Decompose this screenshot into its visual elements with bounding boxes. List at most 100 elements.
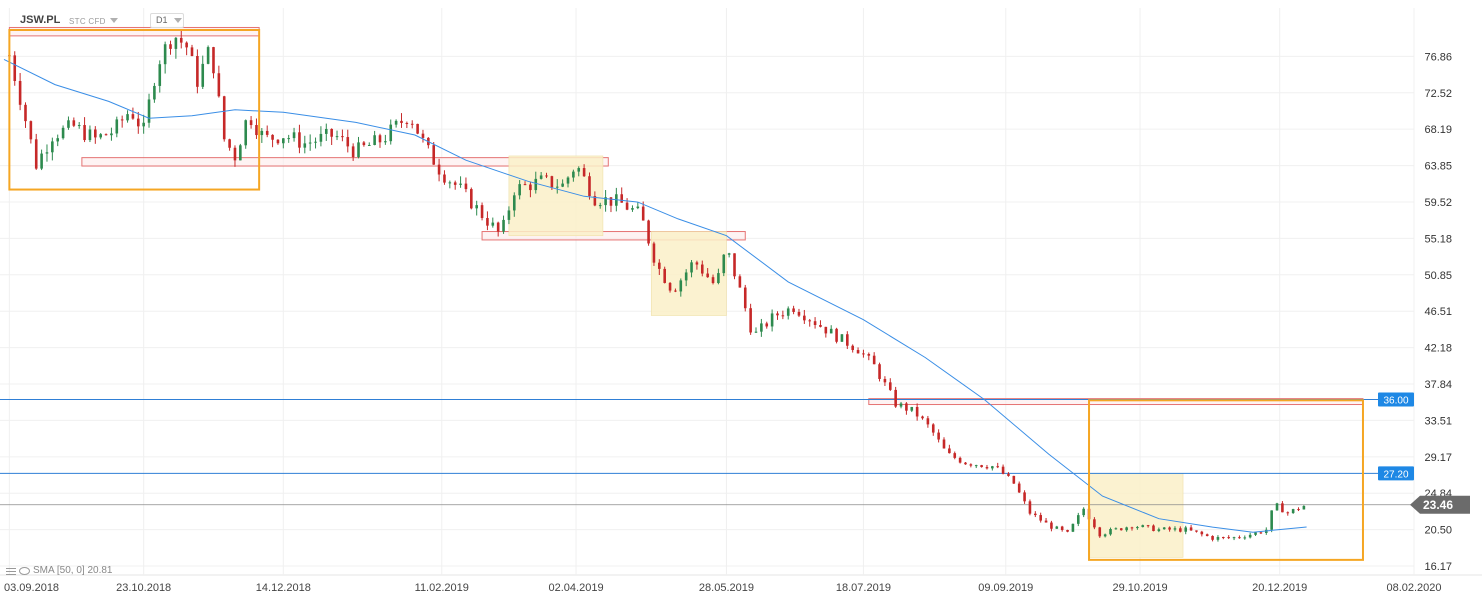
candle bbox=[437, 158, 441, 182]
candle bbox=[249, 116, 253, 129]
candle bbox=[915, 403, 919, 421]
x-tick-label: 28.05.2019 bbox=[699, 582, 754, 594]
resistance-zone bbox=[81, 157, 609, 167]
candle bbox=[888, 378, 892, 391]
candle-body bbox=[233, 147, 237, 161]
candle bbox=[1125, 526, 1128, 532]
candle bbox=[1146, 524, 1150, 528]
candle-body bbox=[24, 104, 27, 122]
candle bbox=[432, 141, 436, 165]
candle bbox=[1291, 508, 1295, 514]
candle-body bbox=[384, 141, 387, 143]
candle bbox=[239, 143, 242, 161]
symbol-dropdown-icon[interactable] bbox=[110, 18, 118, 23]
candle bbox=[351, 143, 355, 161]
timeframe-dropdown-icon[interactable] bbox=[174, 18, 182, 23]
candle-body bbox=[324, 128, 328, 134]
candle-body bbox=[1130, 527, 1134, 529]
candle-body bbox=[94, 129, 97, 138]
candle bbox=[921, 415, 924, 420]
candle-body bbox=[169, 44, 172, 49]
candle-body bbox=[1162, 527, 1166, 530]
candle bbox=[147, 93, 151, 128]
candle-body bbox=[298, 132, 301, 148]
candle bbox=[470, 187, 473, 210]
candle bbox=[717, 268, 720, 285]
candle bbox=[421, 129, 425, 143]
candle bbox=[491, 217, 495, 228]
candle bbox=[534, 171, 538, 194]
candle bbox=[233, 145, 237, 167]
candle-body bbox=[1039, 515, 1042, 521]
candle-body bbox=[996, 466, 1000, 468]
candle-body bbox=[695, 262, 699, 265]
y-tick-label: 55.18 bbox=[1424, 233, 1452, 245]
candle-body bbox=[888, 382, 892, 390]
candle-body bbox=[453, 182, 457, 185]
candle-body bbox=[373, 135, 376, 146]
candle-body bbox=[126, 114, 129, 121]
candle-body bbox=[631, 208, 634, 210]
candle-body bbox=[18, 80, 22, 105]
candle bbox=[480, 202, 484, 221]
candle bbox=[786, 306, 790, 320]
candle bbox=[448, 180, 452, 189]
eye-icon[interactable] bbox=[19, 566, 30, 575]
candle-body bbox=[620, 194, 624, 203]
candle-body bbox=[34, 139, 38, 169]
candle bbox=[690, 260, 693, 278]
candle-body bbox=[1050, 522, 1053, 529]
candle bbox=[384, 134, 387, 145]
candle bbox=[72, 117, 76, 128]
candle bbox=[1093, 517, 1096, 530]
x-tick-label: 23.10.2018 bbox=[116, 582, 171, 594]
candle bbox=[652, 241, 656, 266]
candle bbox=[964, 462, 967, 465]
candle bbox=[244, 119, 248, 149]
candle-body bbox=[104, 134, 108, 136]
candle bbox=[1211, 535, 1214, 542]
candle-body bbox=[1007, 473, 1010, 476]
level-tag bbox=[1378, 392, 1414, 407]
candle bbox=[770, 309, 774, 332]
candle bbox=[163, 41, 167, 74]
candle bbox=[625, 198, 629, 211]
candle bbox=[840, 334, 844, 342]
candle-body bbox=[706, 273, 709, 278]
symbol-label[interactable]: JSW.PL bbox=[20, 14, 61, 26]
indicator-label: SMA [50, 0] 20.81 bbox=[33, 565, 113, 576]
layers-icon[interactable] bbox=[6, 567, 16, 575]
candle bbox=[803, 309, 806, 324]
level-tag-label: 27.20 bbox=[1383, 469, 1408, 480]
timeframe-selector[interactable] bbox=[150, 13, 184, 28]
candle bbox=[588, 172, 591, 200]
candle-body bbox=[1216, 537, 1220, 540]
candle bbox=[974, 464, 978, 469]
indicator-legend[interactable]: SMA [50, 0] 20.81 bbox=[6, 565, 113, 576]
candle-body bbox=[507, 210, 511, 220]
candle bbox=[674, 288, 677, 293]
candle bbox=[846, 331, 849, 350]
candle bbox=[926, 415, 930, 428]
candle-body bbox=[641, 206, 645, 221]
candle-body bbox=[1119, 528, 1123, 531]
candle-body bbox=[872, 355, 876, 365]
candle-body bbox=[72, 120, 76, 126]
candle-body bbox=[56, 138, 60, 142]
candle bbox=[813, 317, 817, 329]
candle-body bbox=[1270, 510, 1273, 530]
candle-body bbox=[878, 364, 881, 379]
candle-body bbox=[652, 243, 656, 263]
candle-body bbox=[937, 432, 940, 440]
timeframe-label[interactable]: D1 bbox=[156, 15, 168, 25]
candle-body bbox=[529, 184, 532, 191]
candle-body bbox=[464, 183, 468, 190]
candle bbox=[217, 65, 221, 98]
x-tick-label: 03.09.2018 bbox=[4, 582, 59, 594]
candle bbox=[851, 344, 854, 353]
candle-body bbox=[475, 205, 478, 209]
candle-body bbox=[222, 96, 226, 140]
candle-body bbox=[1297, 509, 1300, 511]
candle-body bbox=[142, 122, 145, 127]
